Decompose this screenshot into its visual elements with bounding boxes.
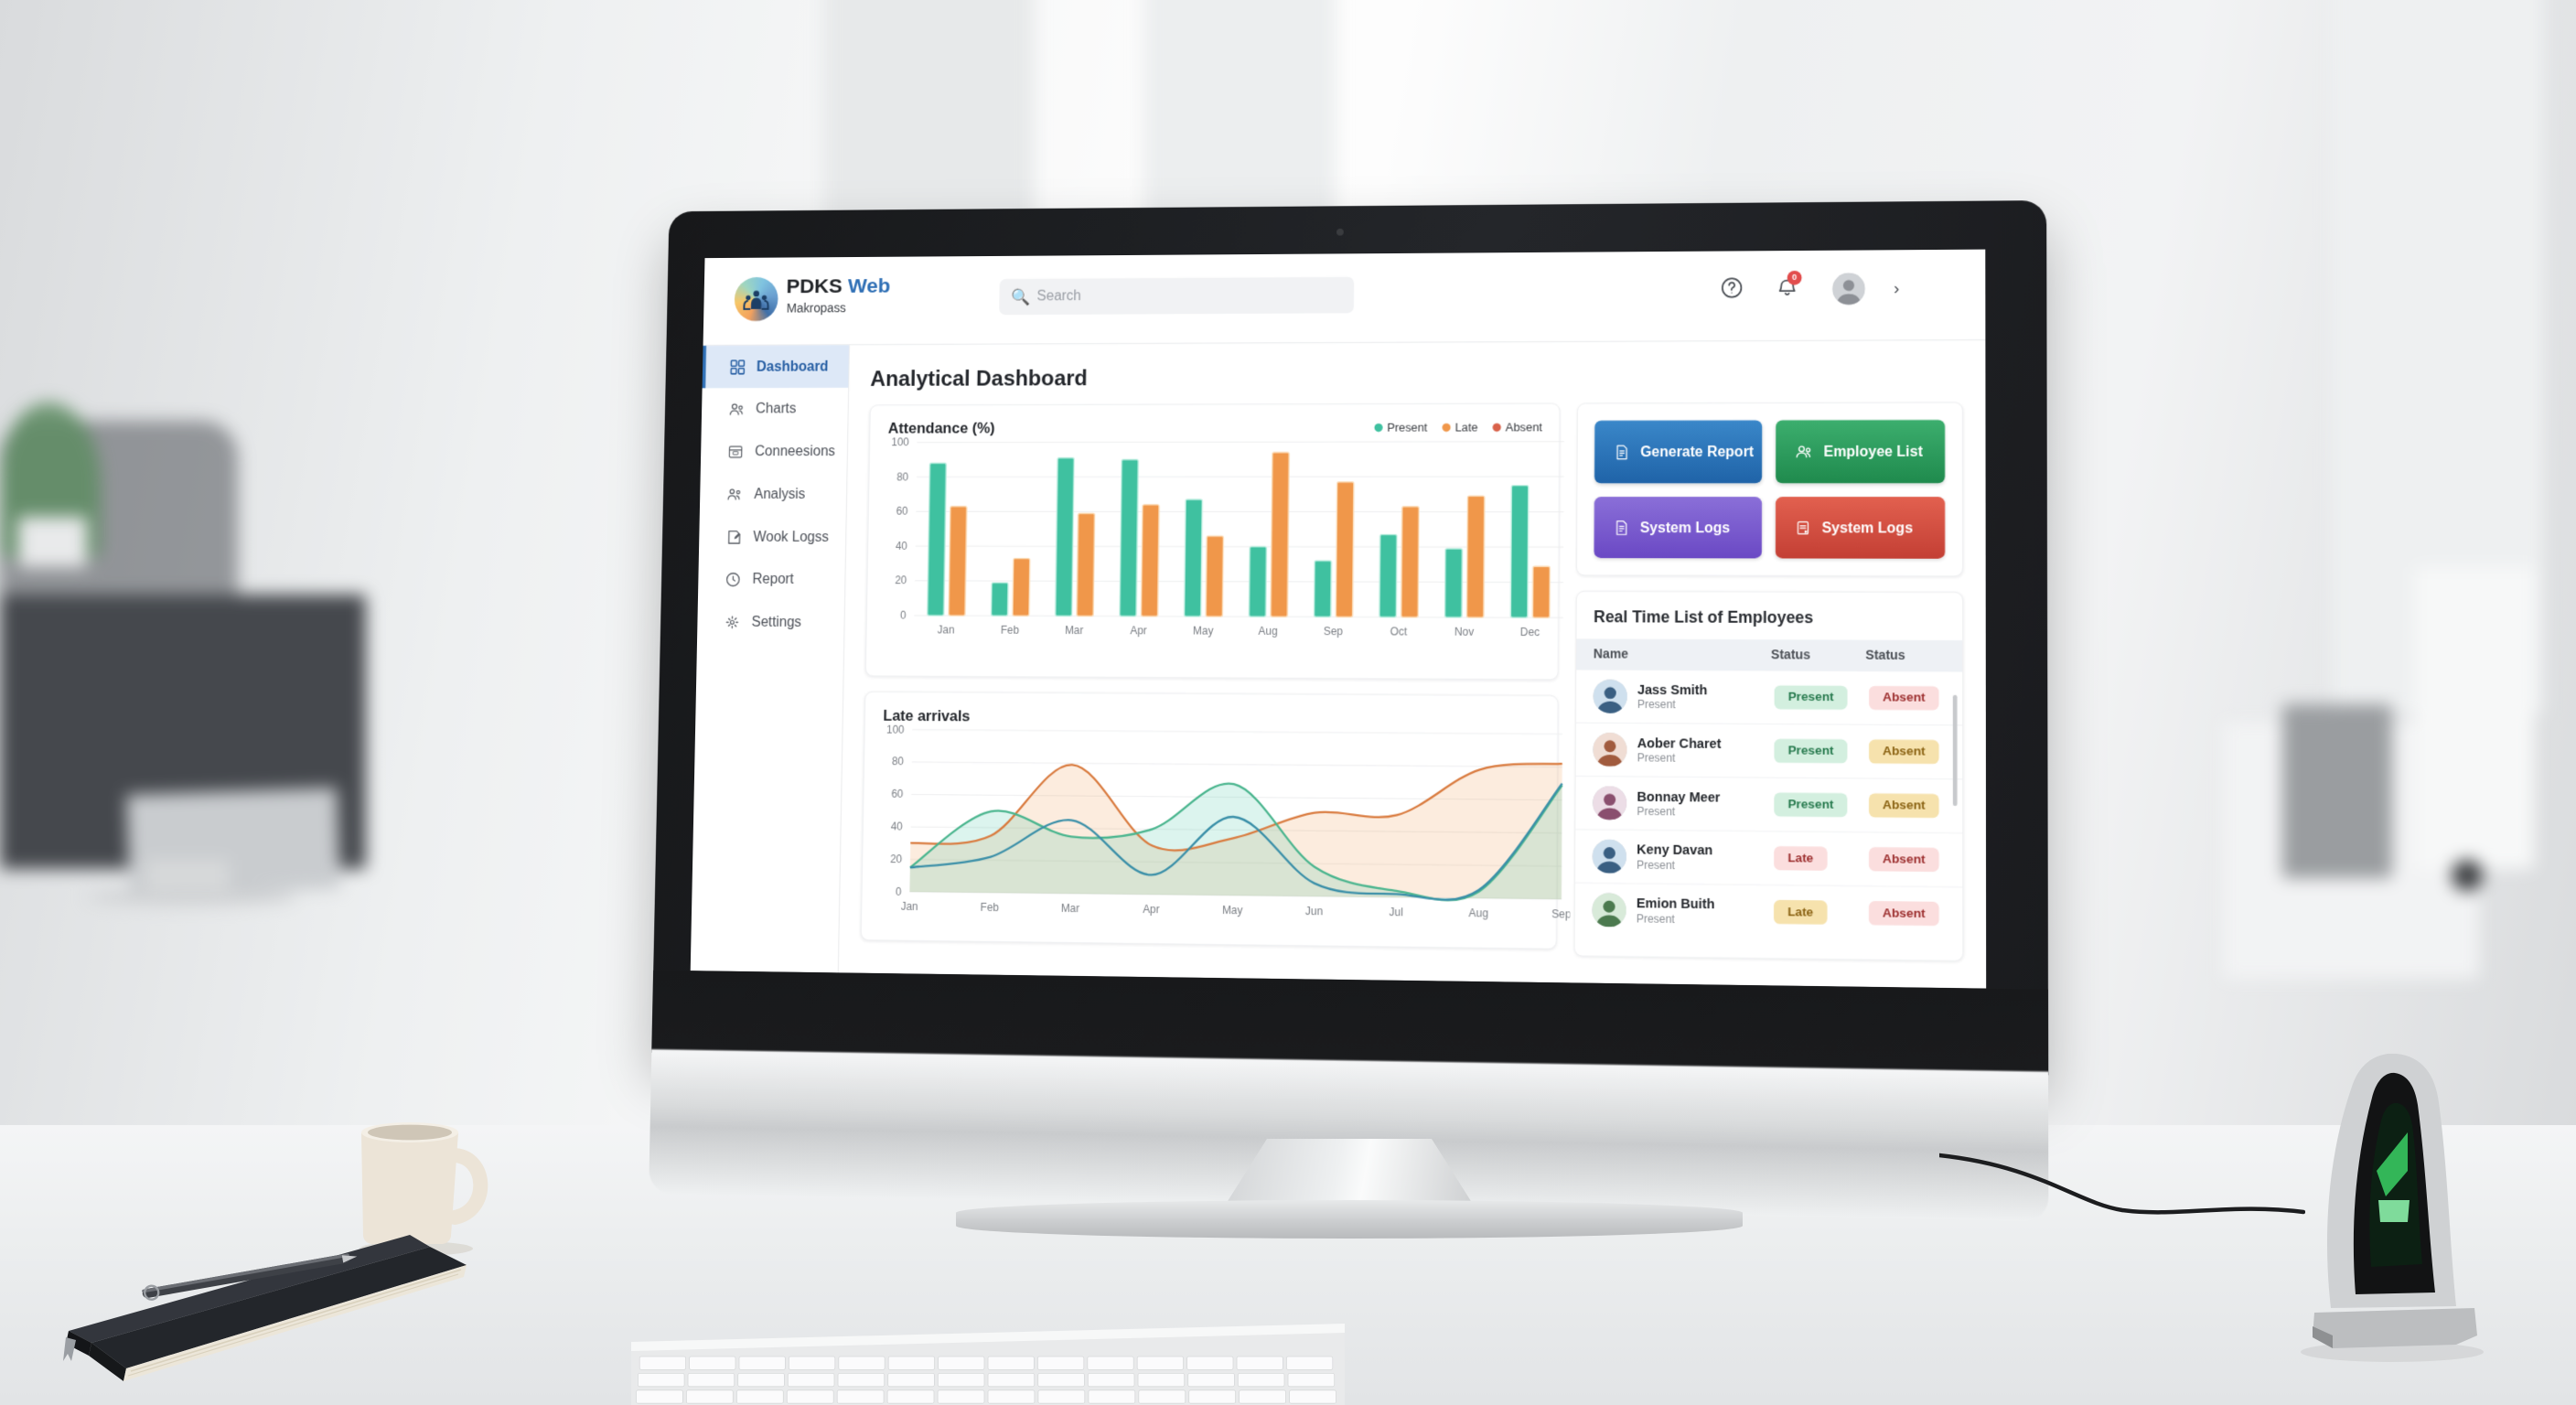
svg-text:40: 40 <box>896 540 907 552</box>
svg-text:20: 20 <box>890 853 903 865</box>
svg-text:Sep: Sep <box>1551 907 1571 920</box>
svg-text:Apr: Apr <box>1143 903 1160 916</box>
svg-text:Mar: Mar <box>1061 902 1079 915</box>
svg-text:May: May <box>1193 625 1213 638</box>
svg-text:Sep: Sep <box>1324 626 1344 638</box>
svg-text:Jan: Jan <box>901 900 918 913</box>
svg-text:60: 60 <box>891 788 904 800</box>
svg-text:20: 20 <box>895 574 907 587</box>
svg-text:Nov: Nov <box>1454 626 1474 638</box>
svg-text:Dec: Dec <box>1520 626 1540 638</box>
svg-text:Mar: Mar <box>1065 624 1083 637</box>
svg-text:80: 80 <box>896 470 908 483</box>
svg-text:Apr: Apr <box>1130 625 1146 638</box>
svg-text:Jun: Jun <box>1305 905 1323 917</box>
svg-text:May: May <box>1222 904 1243 917</box>
svg-text:Feb: Feb <box>1001 624 1020 637</box>
svg-text:80: 80 <box>892 756 905 768</box>
svg-text:Feb: Feb <box>981 901 1000 914</box>
svg-text:Oct: Oct <box>1390 626 1408 638</box>
svg-text:0: 0 <box>900 609 907 622</box>
svg-text:Aug: Aug <box>1259 625 1278 638</box>
svg-text:40: 40 <box>891 820 904 832</box>
svg-text:0: 0 <box>896 885 902 898</box>
svg-text:100: 100 <box>891 436 909 448</box>
svg-text:Jul: Jul <box>1389 906 1402 918</box>
svg-text:Jan: Jan <box>938 624 955 637</box>
svg-text:100: 100 <box>886 724 905 735</box>
svg-text:Aug: Aug <box>1469 906 1489 919</box>
svg-text:60: 60 <box>896 505 907 518</box>
